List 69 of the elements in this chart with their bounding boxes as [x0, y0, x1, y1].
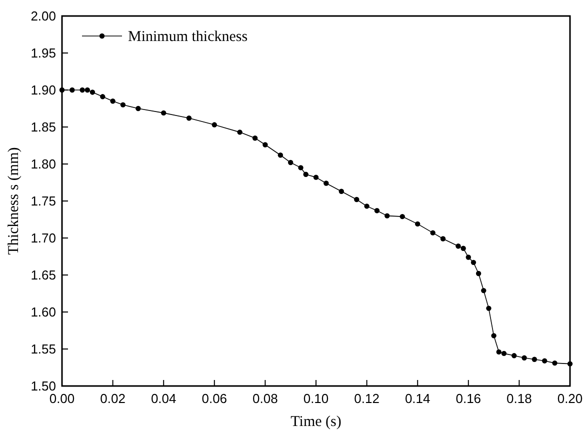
point [384, 213, 390, 218]
point [262, 142, 268, 148]
x-tick-label: 0.16 [456, 391, 482, 406]
point [430, 230, 436, 236]
y-tick-label: 2.00 [30, 8, 56, 24]
point [440, 236, 446, 242]
x-tick-label: 0.18 [506, 391, 532, 406]
point [90, 90, 96, 95]
point [298, 165, 304, 170]
x-tick-label: 0.04 [150, 391, 176, 406]
x-tick-label: 0.08 [252, 391, 278, 406]
point [278, 152, 284, 158]
point [338, 188, 344, 194]
y-tick-label: 1.95 [30, 46, 56, 60]
point [400, 214, 405, 220]
point [212, 122, 217, 128]
point [252, 136, 258, 141]
y-tick-label: 1.85 [30, 120, 56, 134]
point [100, 94, 106, 100]
y-tick-label: 1.70 [30, 230, 56, 246]
x-axis-title: Time (s) [290, 414, 342, 430]
point [70, 87, 75, 93]
point [496, 349, 502, 355]
y-tick-label: 1.55 [30, 342, 56, 356]
point [542, 358, 548, 364]
x-tick-label: 0.02 [100, 391, 126, 406]
y-tick-label: 1.50 [30, 378, 56, 394]
x-tick-label: 0.12 [354, 391, 380, 406]
point [288, 160, 294, 166]
point [552, 360, 558, 366]
point [481, 288, 486, 294]
point [501, 350, 507, 356]
point [237, 130, 242, 135]
x-tick-label: 0.14 [404, 391, 430, 406]
x-tick-label: 0.00 [49, 391, 75, 406]
y-tick-label: 1.75 [30, 194, 56, 208]
point [415, 221, 420, 227]
point [120, 102, 126, 108]
point [161, 110, 166, 116]
point [460, 246, 466, 251]
y-tick-label: 1.90 [30, 82, 56, 98]
point [303, 172, 308, 177]
point [110, 98, 116, 104]
point [84, 87, 90, 93]
point [522, 355, 527, 360]
point [354, 196, 360, 202]
x-tick-label: 0.20 [557, 391, 583, 406]
point [324, 180, 329, 186]
x-tick-label: 0.10 [303, 391, 329, 406]
y-tick-label: 1.80 [30, 156, 56, 172]
point [532, 356, 538, 362]
point [512, 353, 517, 358]
y-tick-label: 1.60 [30, 304, 56, 320]
point [476, 270, 482, 276]
point [486, 306, 492, 311]
point [456, 244, 461, 249]
point [466, 254, 471, 260]
point [364, 204, 370, 209]
x-tick-label: 0.06 [202, 391, 228, 406]
point [374, 208, 380, 214]
point [186, 116, 192, 121]
legend-label: Minimum thickness [128, 29, 248, 45]
point [470, 260, 476, 266]
point [80, 87, 85, 93]
point [491, 333, 496, 338]
point [136, 106, 141, 112]
y-axis-title: Thickness s (mm) [6, 147, 22, 255]
point [313, 174, 319, 180]
y-tick-label: 1.65 [30, 268, 56, 282]
